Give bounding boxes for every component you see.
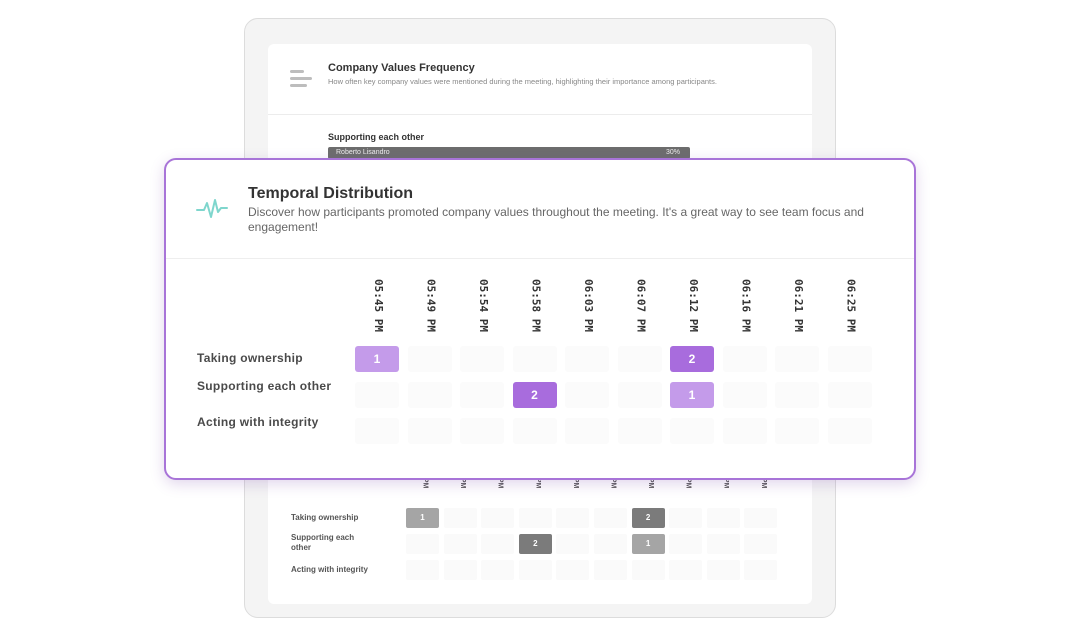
background-heatmap-cell: [594, 508, 627, 528]
heatmap-cell: [407, 382, 452, 408]
background-heatmap-cell: [406, 560, 439, 580]
time-label: 05:54 PM: [477, 279, 490, 332]
background-heatmap-cell: [706, 508, 740, 528]
background-heatmap-cell: [518, 560, 552, 580]
time-label: 05:58 PM: [529, 279, 543, 332]
row-label: Taking ownership: [197, 350, 303, 365]
background-heatmap-cell: [556, 508, 590, 528]
values-frequency-title: Company Values Frequency: [328, 62, 475, 74]
background-time-label: 1 PM: [722, 472, 730, 489]
background-time-label: 6 PM: [684, 472, 692, 489]
background-heatmap-cell: [744, 534, 778, 554]
background-heatmap-cell: [594, 560, 627, 580]
heatmap-cell: [512, 418, 557, 444]
background-heatmap-cell: [706, 534, 740, 554]
heatmap-cell-filled[interactable]: 1: [355, 346, 399, 372]
bar-lines-icon: [290, 68, 314, 92]
values-frequency-description: How often key company values were mentio…: [328, 77, 717, 86]
row-label: Supporting each other: [197, 379, 332, 393]
background-time-label: 3 PM: [571, 472, 579, 489]
heatmap-cell: [355, 418, 399, 444]
time-label: 06:12 PM: [687, 279, 700, 332]
heatmap-cell: [827, 418, 872, 444]
heatmap-cell: [722, 346, 767, 372]
heatmap-cell: [775, 418, 819, 444]
heatmap-cell: [775, 382, 819, 408]
background-row-label: Acting with integrity: [291, 565, 368, 574]
heatmap-cell-filled[interactable]: 2: [512, 382, 557, 408]
heatmap-cell: [670, 418, 714, 444]
time-label: 06:07 PM: [634, 279, 648, 332]
background-heatmap-cell: [443, 508, 477, 528]
heatmap-cell: [617, 382, 662, 408]
heatmap-cell: [355, 382, 399, 408]
background-time-label: 2 PM: [647, 472, 655, 489]
temporal-distribution-card: Temporal Distribution Discover how parti…: [164, 158, 916, 480]
background-heatmap-cell: [669, 534, 703, 554]
temporal-distribution-title: Temporal Distribution: [248, 185, 414, 202]
background-heatmap-cell: [481, 534, 515, 554]
background-heatmap-cell-filled: 1: [631, 534, 665, 554]
heatmap-cell: [722, 418, 767, 444]
heatmap-cell: [775, 346, 819, 372]
heatmap-cell: [827, 346, 872, 372]
participant-bar: Roberto Lisandro 30%: [328, 147, 690, 159]
background-row-label: Taking ownership: [291, 513, 359, 522]
background-time-label: 8 PM: [534, 472, 542, 489]
time-label: 06:16 PM: [739, 279, 753, 332]
heatmap-cell: [617, 418, 662, 444]
heatmap-cell-filled[interactable]: 2: [670, 346, 714, 372]
time-label: 06:03 PM: [582, 279, 595, 332]
background-heatmap-cell: [744, 508, 778, 528]
background-heatmap-cell: [631, 560, 665, 580]
background-time-label: 5 PM: [421, 472, 429, 489]
background-heatmap-cell: [481, 508, 515, 528]
participant-percent: 30%: [665, 149, 680, 156]
time-label: 05:49 PM: [424, 279, 438, 332]
background-heatmap-cell: [669, 508, 703, 528]
background-heatmap-cell: [443, 534, 477, 554]
heatmap-cell: [407, 346, 452, 372]
heatmap-cell: [460, 346, 504, 372]
participant-name: Roberto Lisandro: [336, 149, 390, 156]
heatmap-cell: [617, 346, 662, 372]
background-heatmap-cell: [443, 560, 477, 580]
heatmap-cell: [565, 382, 609, 408]
temporal-distribution-header: Temporal Distribution Discover how parti…: [166, 160, 914, 259]
heatmap-cell: [565, 418, 609, 444]
background-heatmap-cell: [518, 508, 552, 528]
background-heatmap-cell-filled: 2: [631, 508, 665, 528]
row-label: Acting with integrity: [197, 415, 319, 429]
time-label: 05:45 PM: [372, 279, 385, 332]
heatmap-cell: [512, 346, 557, 372]
background-heatmap-cell-filled: 1: [406, 508, 439, 528]
background-heatmap-cell: [556, 560, 590, 580]
background-heatmap-cell: [706, 560, 740, 580]
background-time-label: 7 PM: [609, 472, 617, 489]
background-heatmap-cell: [669, 560, 703, 580]
background-heatmap-cell: [744, 560, 778, 580]
heatmap-cell: [827, 382, 872, 408]
heatmap-cell: [722, 382, 767, 408]
temporal-distribution-description: Discover how participants promoted compa…: [248, 205, 864, 234]
background-heatmap-cell: [406, 534, 439, 554]
background-heatmap-cell: [594, 534, 627, 554]
background-heatmap-cell: [556, 534, 590, 554]
background-heatmap-cell: [481, 560, 515, 580]
background-time-label: 4 PM: [496, 472, 504, 489]
heatmap-cell: [565, 346, 609, 372]
heatmap-cell: [407, 418, 452, 444]
background-time-label: 5 PM: [759, 472, 767, 489]
time-label: 06:25 PM: [844, 279, 858, 332]
background-heatmap-cell-filled: 2: [518, 534, 552, 554]
heatmap-cell: [460, 418, 504, 444]
heatmap-cell-filled[interactable]: 1: [670, 382, 714, 408]
pulse-icon: [196, 199, 228, 218]
value-subtitle: Supporting each other: [328, 132, 425, 142]
values-frequency-header: Company Values Frequency How often key c…: [268, 44, 812, 115]
heatmap-cell: [460, 382, 504, 408]
background-time-label: 0 PM: [459, 472, 467, 489]
time-label: 06:21 PM: [792, 279, 805, 332]
background-row-label: Supporting each other: [291, 533, 355, 552]
